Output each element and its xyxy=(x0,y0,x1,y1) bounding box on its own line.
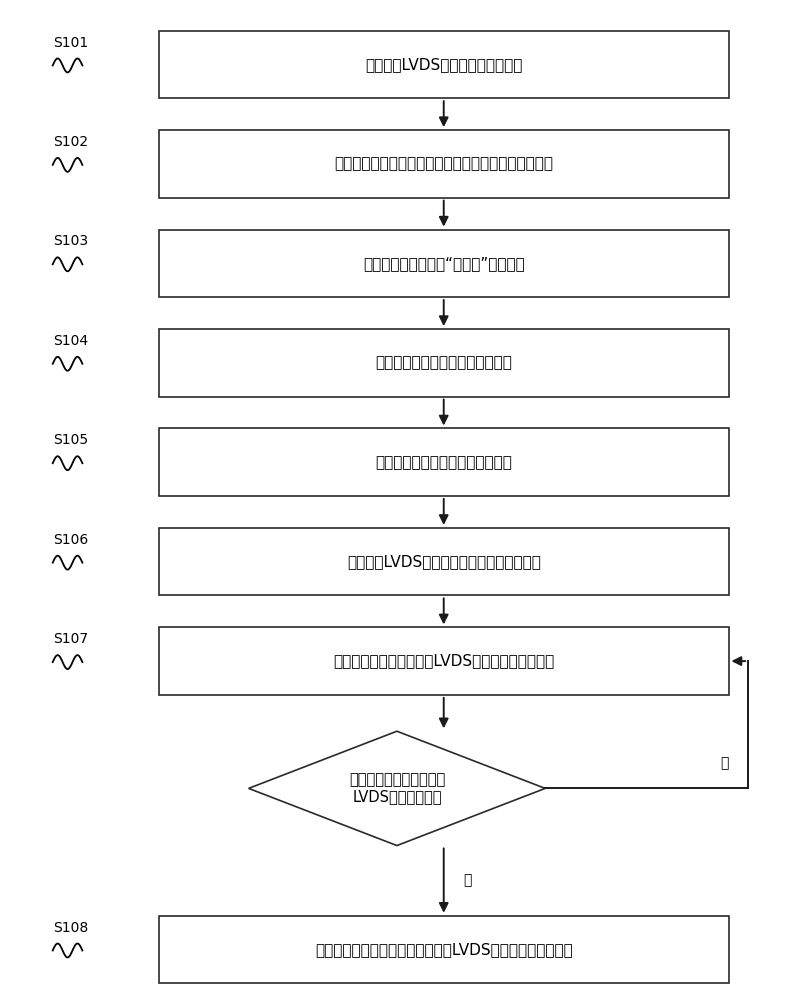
FancyBboxPatch shape xyxy=(159,528,729,595)
Text: 设置示波器和差分探头的测试参数: 设置示波器和差分探头的测试参数 xyxy=(375,455,512,470)
Text: S101: S101 xyxy=(53,36,89,50)
FancyBboxPatch shape xyxy=(159,31,729,98)
FancyBboxPatch shape xyxy=(159,329,729,397)
Text: 重复以上步骤，完成多路LVDS并行信号测试与分析: 重复以上步骤，完成多路LVDS并行信号测试与分析 xyxy=(333,654,554,669)
Text: 测试单路LVDS信号，图形化分析信号有效性: 测试单路LVDS信号，图形化分析信号有效性 xyxy=(347,554,541,569)
Text: S108: S108 xyxy=(53,921,89,935)
Text: S104: S104 xyxy=(53,334,89,348)
FancyBboxPatch shape xyxy=(159,130,729,198)
FancyBboxPatch shape xyxy=(159,428,729,496)
Text: 融合各路信号测试结果，完成高速LVDS并行信号测试和分析: 融合各路信号测试结果，完成高速LVDS并行信号测试和分析 xyxy=(315,942,573,957)
Text: S107: S107 xyxy=(53,632,89,646)
Text: 判断是否已经完成需要的
LVDS信号状态测试: 判断是否已经完成需要的 LVDS信号状态测试 xyxy=(349,772,445,805)
Text: 选择信号特性匹配的无源测试组件: 选择信号特性匹配的无源测试组件 xyxy=(375,355,512,370)
Text: 根据被测信号接口规范，计算信号周期与信号判决幅度: 根据被测信号接口规范，计算信号周期与信号判决幅度 xyxy=(334,156,553,171)
Text: 否: 否 xyxy=(721,756,729,770)
Text: S102: S102 xyxy=(53,135,89,149)
Text: S103: S103 xyxy=(53,234,89,248)
Text: S106: S106 xyxy=(53,533,89,547)
FancyBboxPatch shape xyxy=(159,916,729,983)
Text: 形成一种时域特性的“六边形”测试模板: 形成一种时域特性的“六边形”测试模板 xyxy=(363,256,524,271)
FancyBboxPatch shape xyxy=(159,627,729,695)
Text: 建立一个LVDS信号标准时域图模型: 建立一个LVDS信号标准时域图模型 xyxy=(365,57,523,72)
FancyBboxPatch shape xyxy=(159,230,729,297)
Text: S105: S105 xyxy=(53,433,89,447)
Text: 是: 是 xyxy=(463,874,472,888)
Polygon shape xyxy=(248,731,545,846)
